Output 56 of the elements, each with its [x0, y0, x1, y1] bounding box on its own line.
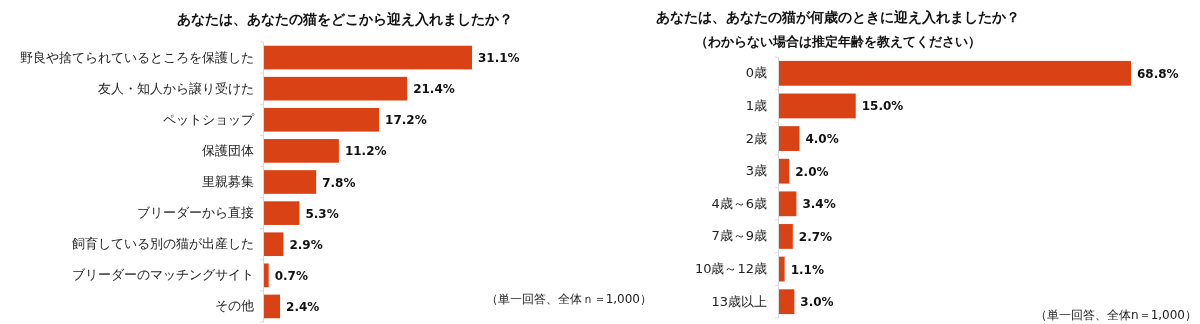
- bar: [779, 224, 793, 249]
- bar: [779, 289, 795, 315]
- y-tick-label: 2歳: [745, 130, 767, 146]
- y-tick-label: 飼育している別の猫が出産した: [72, 236, 254, 252]
- y-tick-label: 野良や捨てられているところを保護した: [20, 49, 254, 65]
- bar: [264, 76, 408, 101]
- chart-title: あなたは、あなたの猫が何歳のときに迎え入れましたか？: [656, 9, 1020, 25]
- chart-title: あなたは、あなたの猫をどこから迎え入れましたか？: [177, 11, 513, 27]
- data-label: 7.8%: [322, 175, 356, 190]
- data-label: 17.2%: [385, 113, 427, 128]
- bar: [264, 294, 281, 319]
- bar: [264, 263, 269, 288]
- y-tick-label: ブリーダーから直接: [137, 205, 254, 221]
- bar: [779, 191, 797, 217]
- data-label: 2.9%: [289, 237, 323, 252]
- bar: [779, 93, 856, 119]
- chart-subtitle: （わからない場合は推定年齢を教えてください）: [695, 34, 981, 49]
- bar: [779, 60, 1131, 86]
- data-label: 68.8%: [1137, 66, 1179, 81]
- data-label: 2.4%: [286, 299, 320, 314]
- y-tick-label: 里親募集: [202, 174, 254, 189]
- data-label: 0.7%: [274, 268, 308, 283]
- bar: [264, 232, 284, 257]
- y-tick-label: 7歳～9歳: [711, 228, 767, 244]
- y-tick-label: 4歳～6歳: [711, 195, 767, 211]
- y-tick-label: 10歳～12歳: [694, 261, 767, 277]
- data-label: 2.0%: [795, 164, 829, 179]
- bar: [779, 126, 800, 151]
- data-label: 1.1%: [790, 262, 824, 277]
- y-tick-label: 13歳以上: [711, 293, 767, 309]
- y-tick-label: 3歳: [745, 163, 767, 179]
- bar: [779, 158, 790, 184]
- data-label: 2.7%: [798, 229, 833, 244]
- bar: [264, 139, 339, 163]
- bar: [264, 201, 300, 225]
- bar: [264, 170, 317, 194]
- bar: [779, 256, 785, 282]
- y-tick-label: その他: [215, 298, 254, 314]
- data-label: 3.4%: [802, 197, 836, 212]
- bar: [264, 107, 380, 132]
- data-label: 3.0%: [800, 295, 834, 310]
- y-tick-label: 1歳: [745, 97, 767, 113]
- y-tick-label: 0歳: [745, 65, 767, 81]
- annotation: （単一回答、全体n＝1,000）: [1035, 308, 1197, 322]
- data-label: 31.1%: [478, 51, 520, 66]
- y-tick-label: 友人・知人から譲り受けた: [98, 80, 254, 96]
- data-label: 4.0%: [805, 132, 839, 147]
- data-label: 11.2%: [344, 144, 387, 159]
- y-tick-label: ブリーダーのマッチングサイト: [72, 267, 254, 283]
- text: （単一回答、全体ｎ＝1,000）: [485, 292, 652, 306]
- data-label: 21.4%: [413, 82, 455, 97]
- bar: [264, 45, 472, 70]
- data-label: 15.0%: [861, 99, 904, 114]
- data-label: 5.3%: [305, 206, 339, 221]
- y-tick-label: 保護団体: [202, 142, 254, 158]
- y-tick-label: ペットショップ: [163, 111, 255, 127]
